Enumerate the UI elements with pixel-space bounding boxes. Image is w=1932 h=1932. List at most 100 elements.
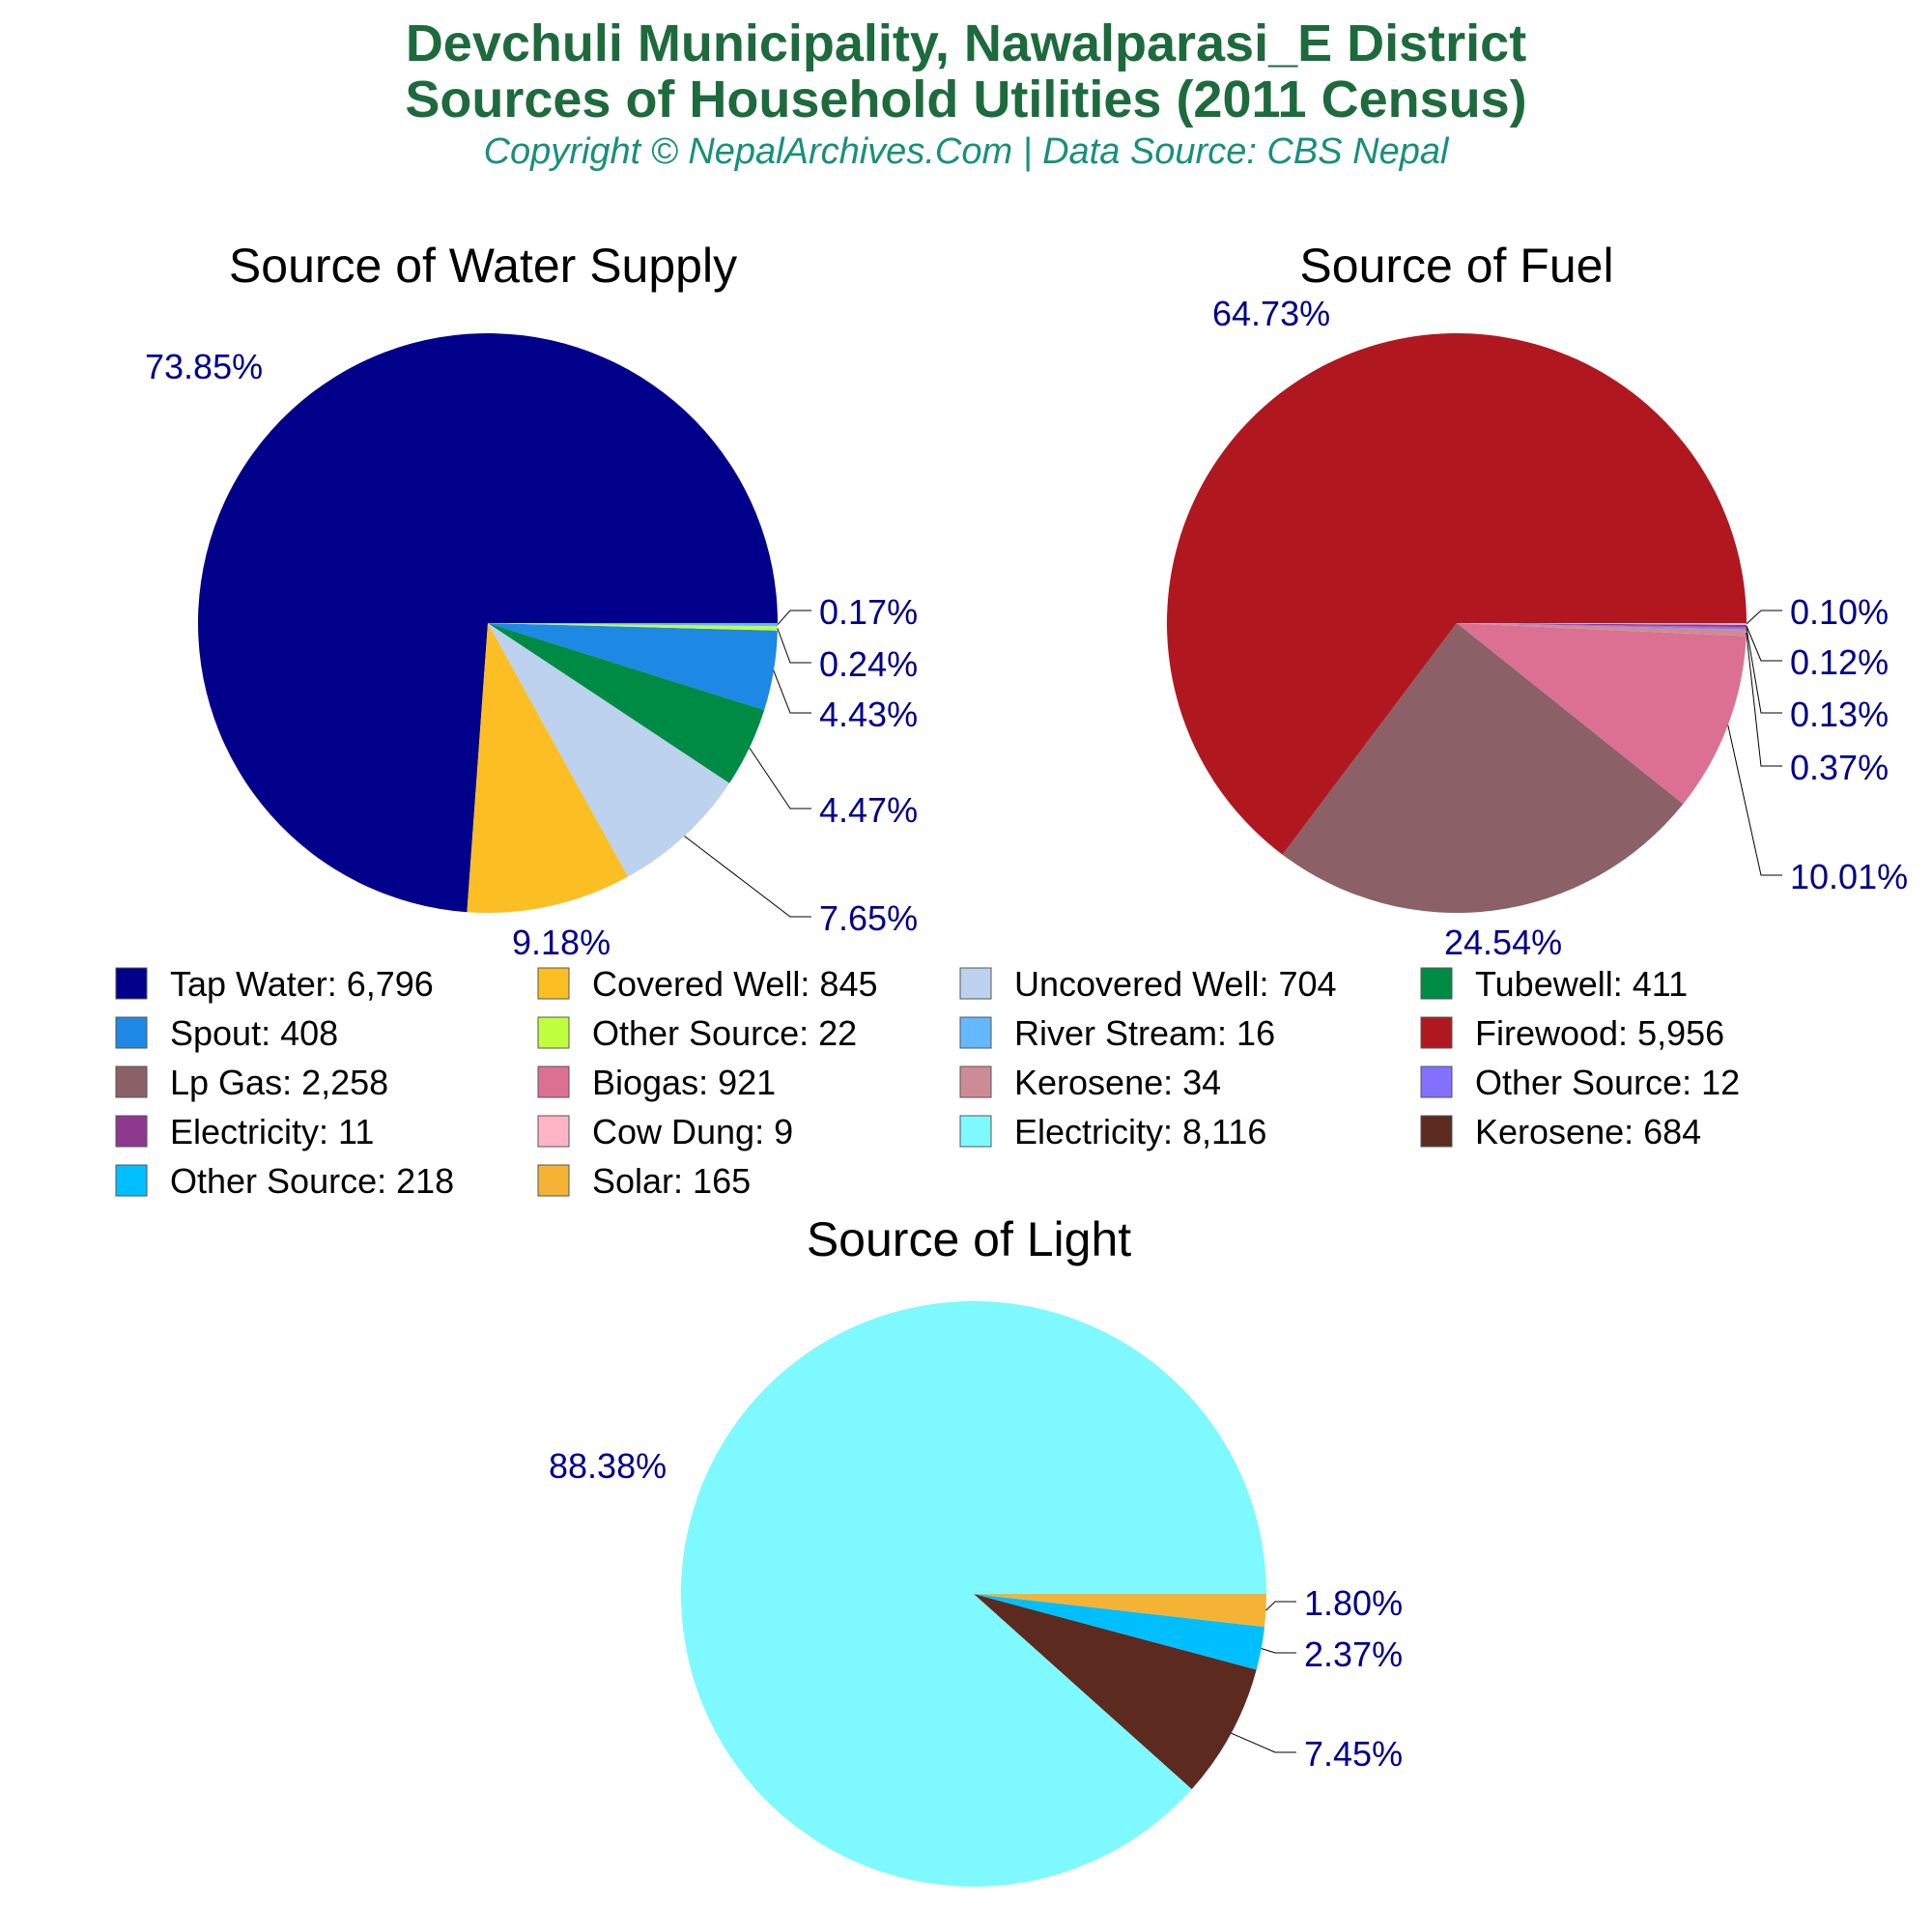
water-leader-spout [773, 670, 811, 714]
light-leader-other-source [1261, 1648, 1296, 1654]
legend-swatch [115, 1065, 148, 1098]
fuel-percent-label-kerosene: 0.37% [1790, 748, 1889, 787]
light-slice-other-source [974, 1594, 1265, 1670]
water-slice-covered-well [467, 623, 629, 913]
light-percent-label-kerosene: 7.45% [1304, 1734, 1403, 1774]
legend-item: Kerosene: 684 [1420, 1112, 1701, 1151]
legend-label: Tap Water: 6,796 [170, 964, 434, 1004]
legend-item: Tap Water: 6,796 [115, 964, 434, 1004]
water-slice-tubewell [488, 623, 765, 783]
legend-label: Biogas: 921 [592, 1063, 776, 1102]
legend-item: Covered Well: 845 [537, 964, 878, 1004]
fuel-slice-biogas [1457, 623, 1747, 805]
legend-label: Tubewell: 411 [1475, 964, 1688, 1004]
legend-label: Covered Well: 845 [592, 964, 878, 1004]
light-chart: Source of Light 88.38% 7.45% 2.37% 1.80% [549, 1212, 1403, 1888]
water-leader-tubewell [749, 747, 811, 810]
fuel-slice-other-source [1457, 623, 1747, 630]
water-supply-chart: Source of Water Supply 73.85% 9.18% 7.65% 4… [145, 239, 918, 962]
light-chart-title: Source of Light [807, 1212, 1131, 1266]
legend-label: Other Source: 12 [1475, 1063, 1740, 1102]
legend-swatch [1420, 1065, 1453, 1098]
fuel-percent-label-lp-gas: 24.54% [1444, 923, 1562, 962]
legend-label: River Stream: 16 [1014, 1013, 1275, 1053]
legend-swatch [537, 1164, 570, 1197]
water-percent-label-tubewell: 4.47% [819, 790, 918, 830]
water-slice-uncovered-well [488, 623, 730, 877]
legend-swatch [1420, 1115, 1453, 1148]
page-title-line-1: Devchuli Municipality, Nawalparasi_E Dis… [405, 14, 1527, 72]
legend-item: Solar: 165 [537, 1161, 751, 1201]
legend-label: Firewood: 5,956 [1475, 1013, 1724, 1053]
legend-item: Electricity: 11 [115, 1112, 374, 1151]
water-percent-label-covered-well: 9.18% [512, 923, 611, 962]
legend-swatch [115, 1115, 148, 1148]
light-percent-label-solar: 1.80% [1304, 1583, 1403, 1623]
fuel-slice-lp-gas [1282, 623, 1684, 914]
legend-swatch [959, 1016, 992, 1049]
fuel-slice-electricity [1457, 623, 1747, 628]
fuel-leader-kerosene [1746, 632, 1782, 767]
legend-item: River Stream: 16 [959, 1013, 1275, 1053]
legend-swatch [115, 1016, 148, 1049]
water-leader-uncovered-well [684, 836, 811, 918]
legend-item: Lp Gas: 2,258 [115, 1063, 388, 1102]
legend-item: Uncovered Well: 704 [959, 964, 1337, 1004]
fuel-slice-kerosene [1457, 623, 1747, 637]
legend: Tap Water: 6,796 Covered Well: 845 Uncover… [115, 964, 1740, 1201]
water-percent-label-river-stream: 0.17% [819, 592, 918, 632]
water-slice-tap-water [198, 332, 779, 913]
legend-swatch [1420, 1016, 1453, 1049]
legend-label: Electricity: 11 [170, 1112, 374, 1151]
light-percent-label-other-source: 2.37% [1304, 1634, 1403, 1674]
water-leader-river-stream [777, 610, 811, 625]
legend-swatch [537, 1065, 570, 1098]
light-percent-label-electricity: 88.38% [549, 1446, 667, 1486]
legend-label: Solar: 165 [592, 1161, 751, 1201]
water-slice-river-stream [488, 623, 778, 627]
legend-swatch [959, 1065, 992, 1098]
water-leader-other-source [777, 628, 811, 664]
legend-label: Kerosene: 684 [1475, 1112, 1701, 1151]
fuel-percent-label-firewood: 64.73% [1212, 294, 1330, 333]
light-slice-electricity [680, 1301, 1266, 1888]
fuel-slice-cow-dung [1457, 623, 1747, 625]
legend-label: Cow Dung: 9 [592, 1112, 793, 1151]
legend-label: Kerosene: 34 [1014, 1063, 1221, 1102]
legend-item: Other Source: 22 [537, 1013, 857, 1053]
page-subtitle: Copyright © NepalArchives.Com | Data Sou… [483, 131, 1449, 172]
water-percent-label-other-source: 0.24% [819, 644, 918, 684]
legend-label: Electricity: 8,116 [1014, 1112, 1266, 1151]
legend-label: Uncovered Well: 704 [1014, 964, 1337, 1004]
legend-item: Cow Dung: 9 [537, 1112, 793, 1151]
legend-swatch [537, 967, 570, 1000]
legend-swatch [537, 1115, 570, 1148]
light-slice-kerosene [974, 1594, 1257, 1790]
legend-item: Biogas: 921 [537, 1063, 776, 1102]
water-percent-label-spout: 4.43% [819, 695, 918, 734]
legend-label: Lp Gas: 2,258 [170, 1063, 388, 1102]
legend-item: Spout: 408 [115, 1013, 338, 1053]
legend-label: Spout: 408 [170, 1013, 338, 1053]
fuel-slice-firewood [1166, 333, 1747, 855]
fuel-percent-label-electricity: 0.12% [1790, 642, 1889, 682]
legend-item: Other Source: 12 [1420, 1063, 1740, 1102]
fuel-chart-title: Source of Fuel [1299, 239, 1613, 293]
legend-swatch [959, 967, 992, 1000]
water-slice-other-source [488, 623, 778, 631]
legend-item: Tubewell: 411 [1420, 964, 1688, 1004]
water-supply-chart-title: Source of Water Supply [229, 239, 737, 293]
legend-swatch [959, 1115, 992, 1148]
legend-item: Other Source: 218 [115, 1161, 454, 1201]
fuel-percent-label-biogas: 10.01% [1790, 857, 1908, 896]
light-leader-kerosene [1231, 1732, 1296, 1753]
legend-swatch [1420, 967, 1453, 1000]
water-percent-label-uncovered-well: 7.65% [819, 898, 918, 938]
fuel-leader-biogas [1727, 724, 1782, 876]
legend-item: Firewood: 5,956 [1420, 1013, 1724, 1053]
page-title-line-2: Sources of Household Utilities (2011 Cen… [405, 71, 1527, 128]
fuel-leader-other-source [1746, 628, 1782, 714]
legend-item: Kerosene: 34 [959, 1063, 1221, 1102]
